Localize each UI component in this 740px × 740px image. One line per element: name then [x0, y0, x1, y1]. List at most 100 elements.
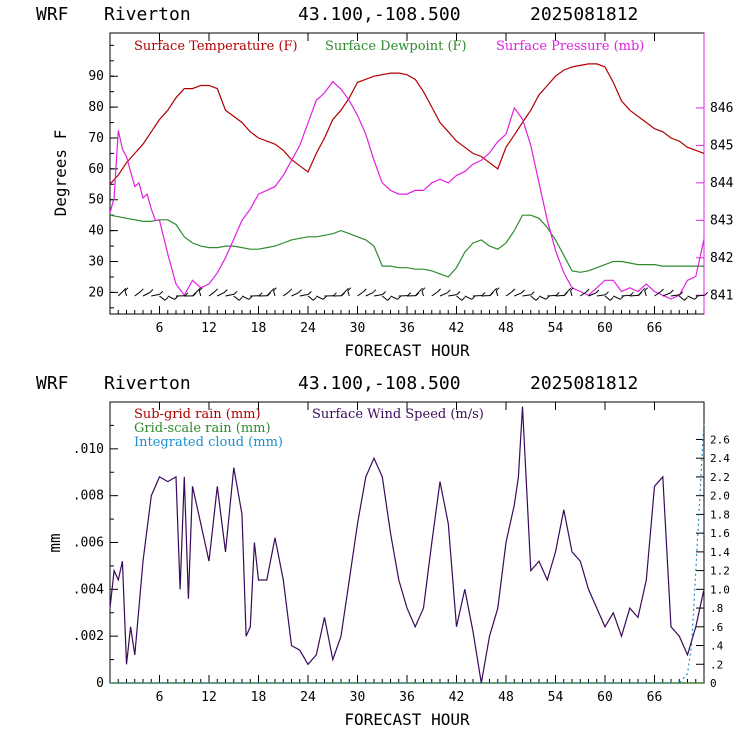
wind-barb-flag [164, 296, 169, 301]
wind-barb [678, 295, 685, 301]
y-right-tick-label: 844 [710, 176, 734, 191]
y-tick-label: 80 [88, 100, 104, 115]
wind-barb [373, 294, 383, 297]
wind-barb [233, 295, 240, 301]
wind-barb-flag [238, 296, 243, 301]
wind-barb-flag [669, 289, 674, 294]
wind-barb-flag [196, 288, 201, 292]
wind-barb-flag [609, 297, 614, 301]
wind-barb [299, 293, 309, 297]
p1-header-model: WRF [36, 4, 69, 25]
p1-header-station: Riverton [104, 4, 191, 25]
p2-legend-cloud: Integrated cloud (mm) [134, 435, 283, 450]
wind-barb-flag [308, 291, 312, 295]
wind-barb-flag [298, 289, 302, 294]
wind-barb-flag [149, 289, 154, 293]
y-right-tick-label: .4 [710, 640, 724, 653]
p2-header-coords: 43.100,-108.500 [298, 373, 461, 394]
wind-barb [538, 295, 547, 300]
wind-barb [495, 290, 499, 297]
wind-barb [579, 291, 587, 297]
p2-x-ticks: 6 12 18 24 30 36 42 48 54 60 66 [117, 402, 697, 705]
wind-barb [365, 292, 374, 297]
wind-barb [198, 290, 202, 297]
p1-wind-barbs [117, 287, 709, 301]
wind-barb-flag [570, 287, 574, 292]
y-right-tick-label: 2.2 [710, 471, 730, 484]
p1-legend-temperature: Surface Temperature (F) [134, 39, 298, 54]
wind-barb [414, 290, 420, 297]
wind-barb [282, 291, 290, 297]
wind-barb [225, 293, 235, 297]
p1-legend-pressure: Surface Pressure (mb) [496, 39, 644, 54]
p2-x-axis-label: FORECAST HOUR [344, 710, 470, 729]
wind-barb-flag [122, 288, 127, 292]
y-right-tick-label: 1.0 [710, 583, 730, 596]
y-right-tick-label: .8 [710, 602, 723, 615]
x-tick-label: 18 [251, 690, 267, 705]
y-tick-label: .006 [73, 536, 104, 551]
wind-barb-flag [258, 292, 263, 297]
wind-barb-flag [545, 295, 550, 300]
p1-y-ticks: 20 30 40 50 60 70 80 90 [88, 44, 118, 309]
p1-x-ticks: 6 12 18 24 30 36 42 48 54 60 66 [117, 33, 697, 336]
wind-barb [381, 295, 388, 301]
wind-barb [522, 294, 532, 297]
y-right-tick-label: 0 [710, 677, 717, 690]
wind-barb [530, 295, 537, 301]
y-right-tick-label: 2.0 [710, 490, 730, 503]
wind-barb-flag [595, 289, 600, 294]
wind-barb-flag [641, 287, 646, 292]
x-tick-label: 66 [647, 690, 663, 705]
x-tick-label: 60 [597, 321, 613, 336]
wind-barb [563, 290, 569, 297]
p2-series-lines [109, 406, 705, 684]
wind-barb [637, 290, 643, 297]
series-line-3 [109, 406, 705, 684]
y-right-tick-label: 1.6 [710, 527, 730, 540]
wind-barb-flag [174, 296, 179, 300]
wind-barb [555, 294, 565, 297]
x-tick-label: 54 [548, 690, 564, 705]
wind-barb [670, 294, 680, 297]
series-line-0 [109, 63, 705, 185]
y-tick-label: .008 [73, 489, 104, 504]
wind-barb [151, 293, 160, 297]
x-tick-label: 24 [300, 321, 316, 336]
p1-series-lines [109, 63, 705, 300]
wind-barb-flag [461, 297, 466, 301]
wind-barb [357, 291, 364, 297]
x-tick-label: 66 [647, 321, 663, 336]
x-tick-label: 48 [498, 690, 514, 705]
wind-barb [448, 294, 457, 297]
wind-barb-flag [313, 296, 317, 301]
p1-header-run: 2025081812 [530, 4, 638, 25]
x-tick-label: 6 [156, 321, 164, 336]
p2-legend-grid-rain: Grid-scale rain (mm) [134, 421, 271, 436]
p2-y-right-ticks: 0 .2 .4 .6 .8 1.0 1.2 1.4 1.6 1.8 2.0 2.2 2.4 2.6 [696, 433, 730, 690]
y-right-tick-label: 1.8 [710, 508, 730, 521]
wind-barb [117, 291, 124, 297]
wind-barb [629, 294, 639, 297]
wind-barb-flag [345, 287, 349, 292]
y-right-tick-label: 846 [710, 101, 733, 116]
y-right-tick-label: .6 [710, 621, 723, 634]
x-tick-label: 18 [251, 321, 267, 336]
wind-barb [481, 295, 491, 297]
p2-header-model: WRF [36, 373, 69, 394]
x-tick-label: 42 [449, 321, 465, 336]
wind-barb-flag [679, 291, 684, 296]
wind-barb [273, 290, 276, 297]
wind-barb-flag [248, 296, 253, 300]
wind-barb [142, 292, 151, 297]
x-tick-label: 12 [201, 690, 217, 705]
wind-barb-flag [273, 287, 277, 292]
wind-barb-flag [620, 295, 624, 300]
series-line-1 [109, 214, 704, 278]
x-tick-label: 36 [399, 321, 415, 336]
y-tick-label: 50 [88, 193, 104, 208]
wind-barb-flag [407, 292, 412, 296]
wind-barb-flag [322, 296, 327, 300]
wind-barb-flag [684, 297, 688, 301]
wind-barb [547, 294, 557, 297]
